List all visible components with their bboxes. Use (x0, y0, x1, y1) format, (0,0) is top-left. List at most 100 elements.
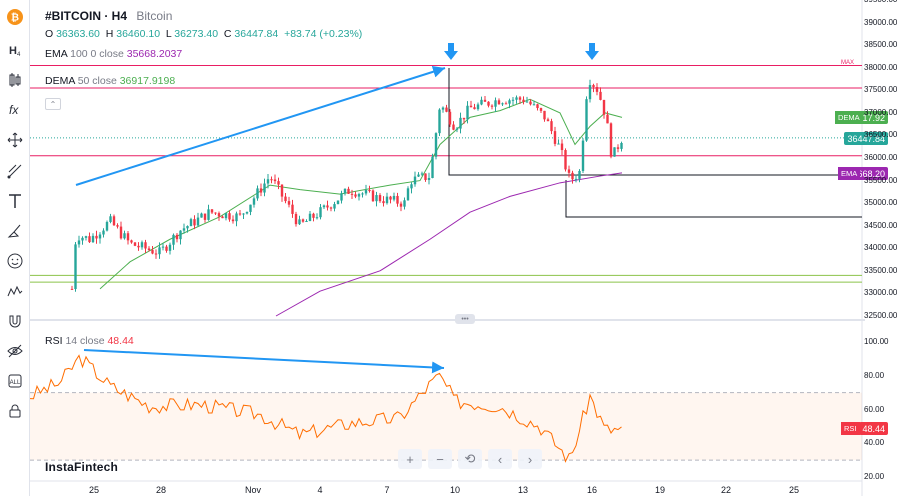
candle (364, 184, 368, 196)
scroll-right-button[interactable]: › (518, 449, 542, 469)
lock-icon[interactable] (4, 400, 26, 422)
candlesticks (70, 79, 623, 292)
price-axis-label: 33000.00 (864, 288, 898, 298)
eye-off-icon[interactable] (4, 340, 26, 362)
rsi-badge-tag: RSI (841, 422, 860, 435)
candles-icon[interactable] (4, 69, 26, 91)
candle (434, 132, 438, 160)
pattern-icon[interactable] (4, 280, 26, 302)
candle (123, 230, 126, 240)
pane-separator[interactable] (30, 319, 865, 321)
time-axis-label: 13 (517, 485, 529, 495)
candle (238, 210, 242, 216)
time-axis-label: 22 (720, 485, 732, 495)
candle (410, 182, 413, 194)
candle (375, 191, 378, 207)
brush-icon[interactable] (4, 220, 26, 242)
candle (497, 98, 501, 105)
ema-params: 100 0 close (70, 48, 124, 60)
crosshair-icon[interactable] (4, 129, 26, 151)
dema-params: 50 close (77, 75, 117, 87)
ema-legend[interactable]: EMA 100 0 close 35668.2037 (45, 48, 182, 60)
candle (518, 96, 522, 104)
candle (571, 170, 574, 184)
reset-chart-button[interactable]: ⟲ (458, 449, 482, 469)
close-label: C (223, 28, 232, 40)
magnet-icon[interactable] (4, 310, 26, 332)
text-icon[interactable] (4, 190, 26, 212)
candle (578, 169, 581, 183)
function-icon[interactable]: fx (4, 99, 26, 121)
rsi-axis-label: 100.00 (864, 337, 889, 346)
dema-value: 36917.9198 (119, 75, 176, 87)
candle (371, 189, 375, 202)
candle (179, 230, 182, 245)
candle (74, 242, 77, 292)
candle (298, 215, 301, 225)
support-line-upper (448, 68, 862, 176)
candle (161, 243, 165, 251)
candle (616, 144, 620, 153)
time-axis-label: 25 (788, 485, 800, 495)
user-drawings[interactable] (75, 43, 599, 374)
candle (105, 220, 109, 232)
candle (196, 212, 200, 227)
candle (494, 97, 497, 112)
zoom-out-button[interactable]: − (428, 449, 452, 469)
candle (308, 210, 312, 222)
candle (543, 110, 546, 122)
price-axis-label: 35500.00 (864, 175, 898, 185)
support-line-lower (565, 180, 862, 218)
delete-all-icon[interactable]: ALL (4, 370, 26, 392)
candle (382, 196, 385, 207)
candle (424, 173, 427, 182)
candle (291, 199, 294, 218)
candle (228, 210, 231, 222)
rsi-axis-label: 80.00 (864, 370, 885, 380)
symbol-name: #BITCOIN · H4 (45, 9, 128, 23)
max-marker: MAX (841, 60, 855, 66)
candle (529, 99, 532, 106)
brand-watermark: InstaFintech (45, 460, 119, 474)
candle (91, 233, 95, 244)
candle (119, 221, 123, 240)
rsi-legend[interactable]: RSI 14 close 48.44 (45, 335, 134, 347)
zoom-in-button[interactable]: + (398, 449, 422, 469)
candle (525, 96, 529, 103)
candle (438, 108, 441, 136)
candle (574, 174, 578, 183)
candle (95, 230, 98, 244)
symbol-title[interactable]: #BITCOIN · H4 Bitcoin (45, 9, 172, 23)
candle (532, 100, 536, 106)
bitcoin-logo-icon[interactable]: ₿ (4, 6, 26, 28)
last-price-badge: 36447.84 (844, 132, 888, 145)
candle (354, 191, 357, 199)
candle (361, 192, 364, 198)
price-axis-label: 35000.00 (864, 198, 898, 208)
candle (221, 215, 224, 219)
price-axis-label: 39500.00 (864, 0, 897, 4)
candle (469, 100, 473, 108)
change-value: +83.74 (+0.23%) (284, 28, 363, 40)
candle (319, 203, 322, 220)
price-axis-label: 39000.00 (864, 17, 898, 27)
scroll-left-button[interactable]: ‹ (488, 449, 512, 469)
candle (588, 79, 592, 103)
candle (473, 103, 476, 110)
candle (175, 232, 179, 243)
pane-resize-handle[interactable]: ••• (455, 314, 475, 324)
svg-text:H: H (9, 45, 17, 57)
candle (217, 211, 221, 221)
candle (137, 242, 140, 251)
dema-legend[interactable]: DEMA 50 close 36917.9198 (45, 75, 175, 87)
emoji-icon[interactable] (4, 250, 26, 272)
trendline-icon[interactable] (4, 160, 26, 182)
rsi-name: RSI (45, 335, 63, 347)
collapse-legend-button[interactable]: ⌃ (45, 98, 61, 110)
candle (287, 196, 291, 208)
candle (294, 211, 298, 227)
ohlc-legend: O 36363.60 H 36460.10 L 36273.40 C 36447… (45, 28, 362, 40)
